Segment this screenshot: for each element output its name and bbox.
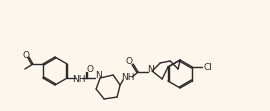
Text: O: O — [87, 64, 94, 73]
Text: Cl: Cl — [204, 62, 213, 71]
Text: N: N — [147, 64, 154, 73]
Text: O: O — [22, 52, 29, 60]
Text: O: O — [126, 57, 133, 66]
Text: NH: NH — [122, 72, 135, 81]
Text: NH: NH — [72, 75, 86, 84]
Text: N: N — [95, 71, 102, 80]
